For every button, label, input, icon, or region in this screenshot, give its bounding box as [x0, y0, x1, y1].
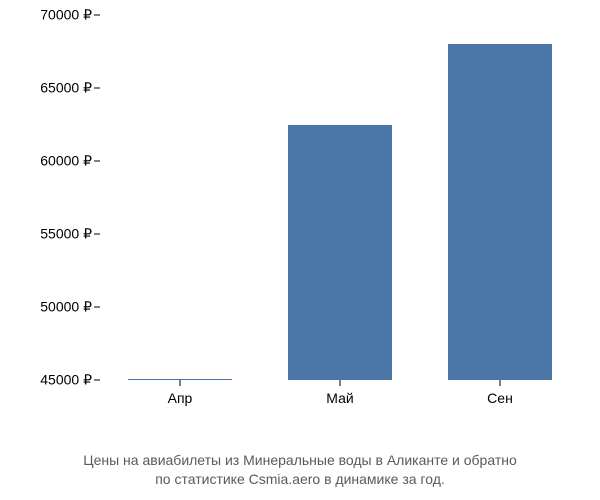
x-tick-mark	[500, 380, 501, 386]
y-tick-label: 55000 ₽	[40, 226, 92, 243]
bar	[448, 44, 552, 380]
bar	[288, 125, 392, 381]
x-tick-label: Май	[326, 390, 353, 406]
y-tick-label: 45000 ₽	[40, 372, 92, 389]
caption-line-2: по статистике Csmia.aero в динамике за г…	[0, 470, 600, 490]
caption-line-1: Цены на авиабилеты из Минеральные воды в…	[0, 451, 600, 471]
x-axis: Апр Май Сен	[100, 380, 580, 420]
y-axis: 45000 ₽50000 ₽55000 ₽60000 ₽65000 ₽70000…	[20, 15, 100, 380]
y-tick-label: 65000 ₽	[40, 80, 92, 97]
x-tick-label: Апр	[168, 390, 193, 406]
y-tick-label: 50000 ₽	[40, 299, 92, 316]
y-tick-label: 70000 ₽	[40, 7, 92, 24]
price-chart: 45000 ₽50000 ₽55000 ₽60000 ₽65000 ₽70000…	[20, 15, 580, 435]
plot-area	[100, 15, 580, 380]
chart-caption: Цены на авиабилеты из Минеральные воды в…	[0, 451, 600, 490]
y-tick-label: 60000 ₽	[40, 153, 92, 170]
x-tick-mark	[340, 380, 341, 386]
x-tick-mark	[180, 380, 181, 386]
x-tick-label: Сен	[487, 390, 513, 406]
